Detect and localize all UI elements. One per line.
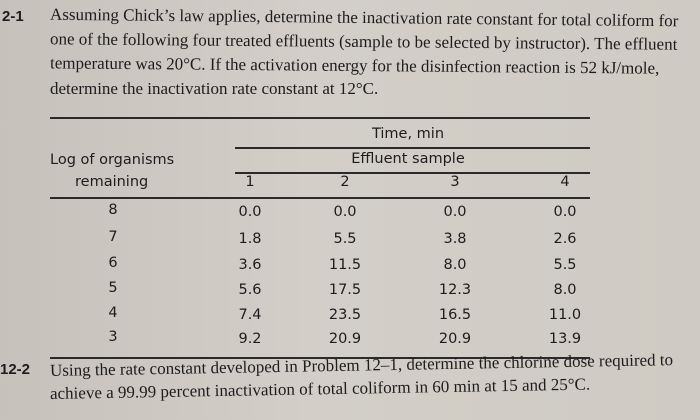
table-cell: 7.4 — [238, 307, 262, 323]
table-cell: 5.5 — [333, 231, 357, 247]
problem-number: 2-1 — [2, 8, 24, 25]
table-cell: 16.5 — [438, 307, 472, 323]
row-header: Log of organisms — [50, 152, 175, 168]
problem-text-line: Assuming Chick’s law applies, determine … — [49, 4, 679, 31]
column-subheader: Effluent sample — [351, 151, 465, 167]
table-rule — [50, 197, 590, 199]
row-label: 7 — [108, 229, 118, 245]
table-cell: 8.0 — [443, 257, 467, 273]
table-rule — [235, 172, 590, 174]
table-cell: 23.5 — [328, 307, 362, 323]
table-cell: 20.9 — [328, 331, 362, 347]
column-header: 2 — [340, 174, 350, 190]
table-cell: 5.6 — [238, 282, 262, 298]
table-cell: 0.0 — [443, 204, 467, 220]
table-cell: 3.8 — [443, 231, 467, 247]
table-cell: 12.3 — [438, 282, 472, 298]
table-rule — [50, 117, 590, 119]
table-cell: 8.0 — [553, 282, 577, 298]
column-header: 3 — [450, 174, 460, 190]
table-cell: 3.6 — [238, 257, 262, 273]
table-cell: 0.0 — [238, 204, 262, 220]
row-label: 5 — [108, 280, 118, 296]
row-header: remaining — [75, 174, 149, 190]
table-cell: 11.5 — [328, 257, 362, 273]
table-cell: 17.5 — [328, 282, 362, 298]
row-label: 4 — [108, 305, 118, 321]
column-header: 1 — [245, 174, 255, 190]
problem-text-line: one of the following four treated efflue… — [49, 29, 678, 54]
column-group-header: Time, min — [371, 126, 445, 142]
row-label: 3 — [108, 329, 118, 345]
problem-text-line: temperature was 20°C. If the activation … — [49, 53, 660, 78]
table-cell: 2.6 — [553, 231, 577, 247]
row-label: 8 — [108, 202, 118, 218]
table-cell: 0.0 — [553, 204, 577, 220]
problem-text-line: determine the inactivation rate constant… — [50, 79, 379, 98]
table-rule — [235, 147, 590, 149]
table-rule — [50, 357, 590, 359]
column-header: 4 — [560, 174, 570, 190]
table-cell: 1.8 — [238, 231, 262, 247]
row-label: 6 — [108, 255, 118, 271]
table-cell: 11.0 — [548, 307, 582, 323]
table-cell: 5.5 — [553, 257, 577, 273]
table-cell: 9.2 — [238, 331, 262, 347]
table-cell: 13.9 — [548, 331, 582, 347]
table-cell: 0.0 — [333, 204, 357, 220]
problem-number: 12-2 — [0, 361, 31, 378]
table-cell: 20.9 — [438, 331, 472, 347]
